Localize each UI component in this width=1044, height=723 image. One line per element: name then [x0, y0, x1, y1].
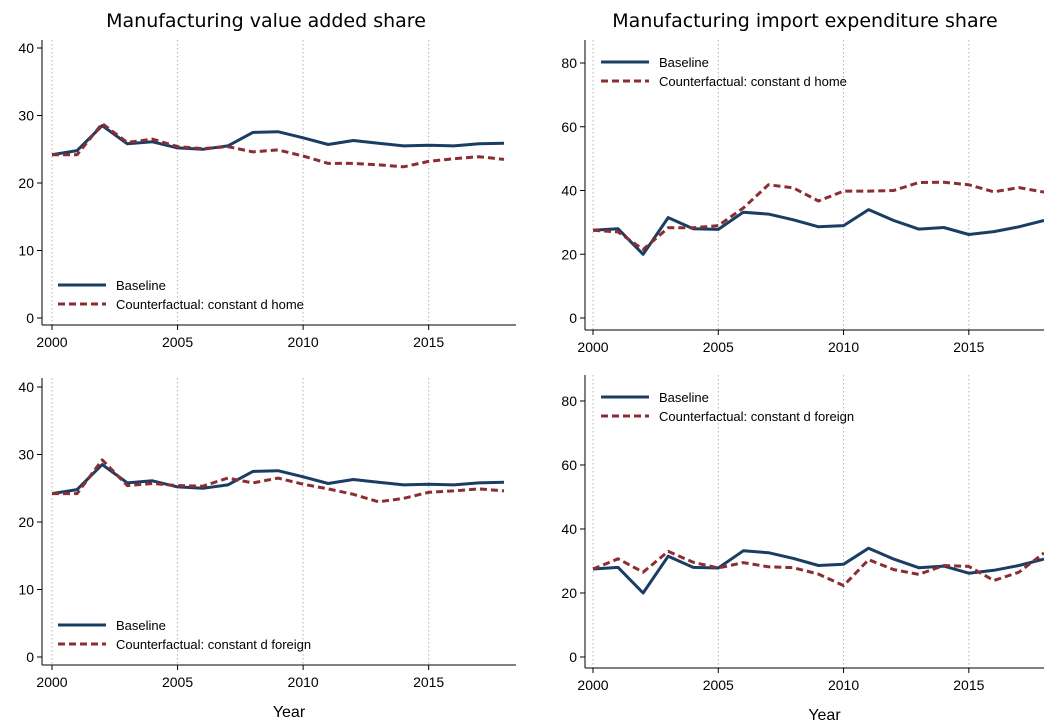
x-tick-label: 2005: [162, 334, 193, 350]
series-line-baseline: [592, 546, 1044, 595]
x-tick-label: 2005: [162, 674, 193, 690]
y-tick-label: 0: [569, 649, 577, 665]
y-tick-label: 40: [561, 521, 577, 537]
chart-title: Manufacturing value added share: [106, 10, 426, 32]
chart-panel-3: 0 10 20 30 40 2000 2005 2010 2015 Year Baseline Cou…: [18, 378, 516, 721]
x-tick-label: 2000: [577, 339, 608, 355]
series-line-counterfactual: [592, 549, 1044, 588]
legend-label: Counterfactual: constant d home: [116, 297, 304, 312]
x-tick-label: 2010: [828, 677, 859, 693]
legend-label: Baseline: [659, 55, 709, 70]
x-tick-label: 2015: [953, 339, 984, 355]
legend-label: Baseline: [116, 618, 166, 633]
legend-label: Counterfactual: constant d foreign: [116, 637, 311, 652]
series-line-baseline: [51, 124, 505, 157]
x-tick-label: 2000: [36, 334, 67, 350]
y-tick-label: 40: [561, 183, 577, 199]
y-tick-label: 10: [18, 582, 34, 598]
y-tick-label: 20: [18, 514, 34, 530]
legend-label: Baseline: [116, 278, 166, 293]
series-line-counterfactual: [52, 458, 505, 504]
x-tick-label: 2000: [36, 674, 67, 690]
x-tick-label: 2015: [413, 674, 444, 690]
series-line-baseline: [592, 208, 1044, 256]
y-tick-label: 0: [26, 649, 34, 665]
y-tick-label: 0: [26, 310, 34, 326]
x-axis-label: Year: [273, 704, 306, 721]
y-tick-label: 20: [561, 585, 577, 601]
y-tick-label: 40: [18, 379, 34, 395]
x-tick-label: 2015: [953, 677, 984, 693]
x-tick-label: 2005: [703, 339, 734, 355]
chart-panel-4: 0 20 40 60 80 2000 2005 2010 2015 Year Baseline Cou…: [561, 375, 1044, 723]
chart-panel-1: Manufacturing value added share 0 10 20 30 40…: [18, 10, 516, 350]
series-line-baseline: [51, 463, 505, 496]
y-tick-label: 60: [561, 119, 577, 135]
chart-title: Manufacturing import expenditure share: [612, 10, 997, 32]
y-tick-label: 80: [561, 393, 577, 409]
y-tick-label: 40: [18, 40, 34, 56]
legend-label: Counterfactual: constant d home: [659, 74, 847, 89]
x-tick-label: 2015: [413, 334, 444, 350]
x-tick-label: 2010: [288, 674, 319, 690]
series-line-counterfactual: [52, 122, 505, 169]
y-tick-label: 0: [569, 310, 577, 326]
x-tick-label: 2005: [703, 677, 734, 693]
y-tick-label: 30: [18, 108, 34, 124]
x-axis-label: Year: [808, 707, 841, 723]
legend-label: Baseline: [659, 390, 709, 405]
y-tick-label: 20: [18, 175, 34, 191]
series-line-counterfactual: [592, 180, 1044, 251]
x-tick-label: 2000: [577, 677, 608, 693]
x-tick-label: 2010: [288, 334, 319, 350]
y-tick-label: 20: [561, 246, 577, 262]
y-tick-label: 80: [561, 55, 577, 71]
y-tick-label: 30: [18, 447, 34, 463]
legend-label: Counterfactual: constant d foreign: [659, 409, 854, 424]
chart-panel-2: Manufacturing import expenditure share02…: [561, 10, 1044, 355]
y-tick-label: 10: [18, 243, 34, 259]
y-tick-label: 60: [561, 457, 577, 473]
x-tick-label: 2010: [828, 339, 859, 355]
